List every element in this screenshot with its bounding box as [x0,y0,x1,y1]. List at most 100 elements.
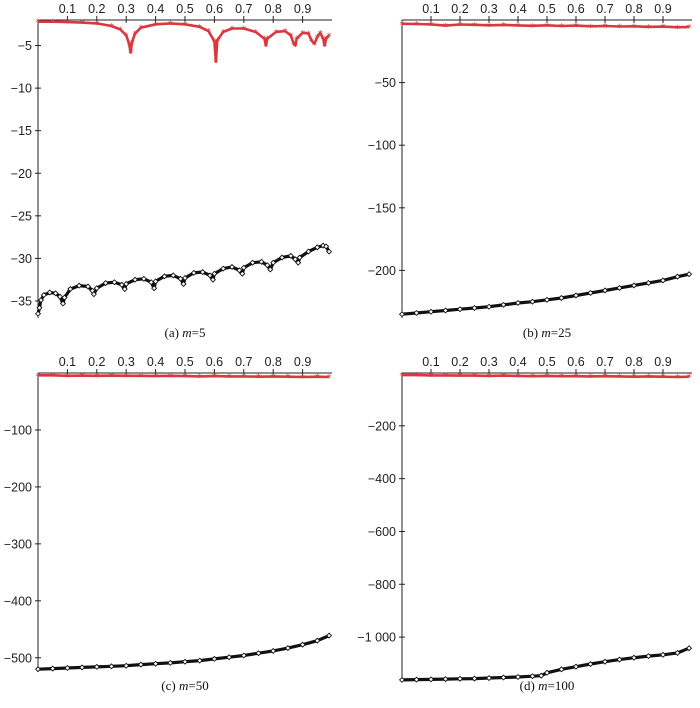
x-tick-label: 0.3 [480,2,497,16]
data-point-diamond [558,294,565,302]
data-point-diamond [258,258,265,265]
data-point-star: * [458,21,463,32]
series-line [401,646,690,682]
data-point-diamond [296,254,303,261]
data-point-star: * [588,372,593,383]
x-tick-label: 0.5 [176,2,193,16]
data-point-star: * [230,25,235,36]
x-tick-label: 0.8 [625,2,642,16]
data-point-diamond [140,275,147,282]
data-point-star: * [617,372,622,383]
series-diamond [34,632,333,673]
data-point-star: * [213,58,218,69]
data-point-diamond [587,289,594,296]
x-tick-label: 0.1 [422,355,439,369]
x-tick-label: 0.4 [147,355,164,369]
caption-prefix: (a) [165,325,183,340]
panel-caption: (d) m=100 [520,678,575,693]
data-point-diamond [161,273,168,280]
y-tick-label: −5 [18,39,32,53]
data-point-diamond [543,296,551,303]
data-point-star: * [530,22,535,33]
data-point-diamond [270,647,277,654]
data-point-star: * [241,372,246,383]
data-point-star: * [168,372,173,383]
data-point-diamond [686,645,693,652]
x-tick-label: 0.8 [265,355,282,369]
data-point-diamond [67,286,74,293]
data-point-diamond [37,297,44,304]
y-tick-label: −1 000 [357,631,396,645]
data-point-star: * [288,31,293,42]
data-point-star: * [221,28,226,39]
data-point-diamond [326,248,333,255]
data-point-diamond [299,641,306,648]
data-point-diamond [630,282,638,289]
x-tick-label: 0.3 [118,2,135,16]
data-point-star: * [294,35,299,46]
data-point-star: * [50,18,55,29]
series-line [401,22,690,29]
data-point-star: * [429,371,434,382]
series-line [402,373,690,379]
y-tick-label: −25 [11,209,32,223]
data-point-star: * [632,373,637,384]
data-point-diamond [543,669,551,676]
x-tick-label: 0.6 [567,355,584,369]
data-point-diamond [240,264,247,271]
series-star: * * * * * * * * * * * * * * * * * * * * * [400,371,692,384]
data-point-star: * [443,22,448,33]
data-point-diamond [264,262,271,269]
data-point-diamond [427,308,435,315]
data-point-diamond [181,274,189,282]
data-point-diamond [587,661,594,668]
data-point-diamond [199,268,206,276]
data-point-star: * [241,25,246,36]
data-point-star: * [50,371,55,382]
data-point-star: * [530,372,535,383]
data-point-star: * [274,28,279,39]
data-point-star: * [632,22,637,33]
x-tick-label: 0.3 [118,355,135,369]
data-point-star: * [545,372,550,383]
data-point-diamond [108,663,115,670]
data-point-diamond [236,267,243,274]
data-point-diamond [292,256,299,263]
data-point-diamond [295,259,302,266]
caption-suffix: =5 [192,325,206,340]
x-tick-label: 0.5 [538,2,555,16]
x-tick-label: 0.6 [206,2,223,16]
y-tick-label: −300 [4,537,32,551]
data-point-diamond [196,657,203,664]
data-point-diamond [211,270,218,277]
data-point-diamond [686,271,693,278]
data-point-diamond [49,665,56,672]
data-point-diamond [131,276,139,283]
data-point-diamond [93,663,100,670]
data-point-star: * [321,35,326,46]
y-tick-label: −400 [4,594,32,608]
data-point-star: * [65,372,70,383]
data-point-star: * [327,373,332,384]
data-point-diamond [209,276,216,283]
y-tick-label: −200 [368,419,396,433]
y-tick-label: −15 [11,124,32,138]
data-point-star: * [293,42,298,53]
y-tick-label: −100 [4,423,32,437]
data-point-diamond [514,673,522,681]
data-point-diamond [572,292,580,299]
panel-d: 0.1 0.2 0.3 0.4 0.5 0.6 0.7 0.8 0.9 −200 −400 −600 −… [357,355,693,693]
data-point-star: * [153,20,158,31]
series-diamond [398,271,693,318]
data-point-diamond [323,243,330,250]
data-point-diamond [151,285,158,292]
data-point-diamond [102,280,109,287]
data-point-diamond [278,254,286,261]
data-point-star: * [400,371,405,382]
caption-suffix: =25 [551,325,571,340]
data-point-diamond [572,663,580,670]
data-point-diamond [34,310,42,317]
data-point-diamond [558,666,565,673]
data-point-diamond [514,299,522,307]
x-tick-label: 0.9 [654,2,671,16]
